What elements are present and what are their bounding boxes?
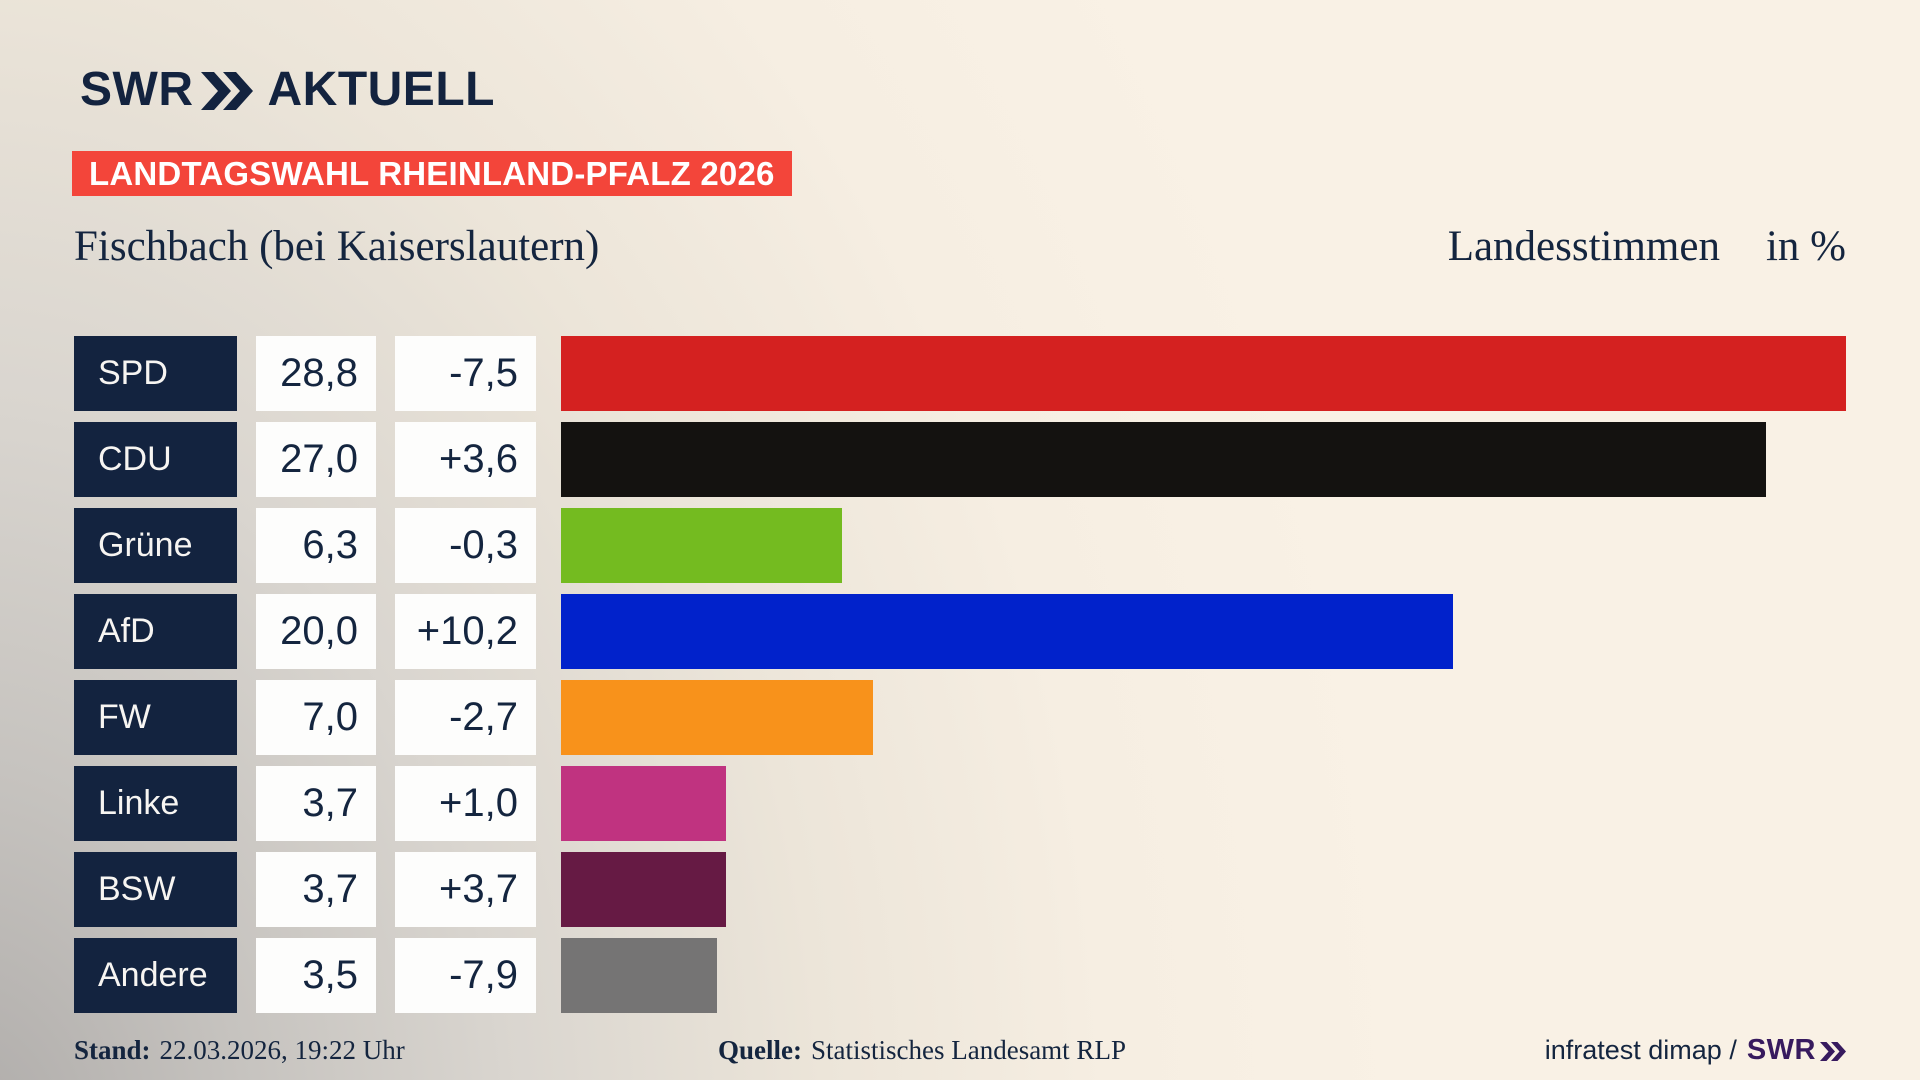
delta-cell: +3,6: [395, 422, 536, 497]
bar-track: [561, 508, 1846, 583]
vote-type-label: Landesstimmen: [1447, 223, 1720, 270]
result-bar: [561, 594, 1454, 669]
stand-info: Stand: 22.03.2026, 19:22 Uhr: [74, 1030, 405, 1070]
party-label: BSW: [74, 852, 237, 927]
logo-swr-text: SWR: [80, 63, 194, 116]
value-cell: 20,0: [256, 594, 376, 669]
table-row: Linke 3,7 +1,0: [74, 766, 1846, 841]
unit-label: in %: [1765, 223, 1846, 270]
delta-cell: -7,9: [395, 938, 536, 1013]
right-title: Landesstimmen in %: [1448, 222, 1846, 271]
source-value: Statistisches Landesamt RLP: [810, 1034, 1126, 1065]
result-bar: [561, 852, 727, 927]
source-info: Quelle: Statistisches Landesamt RLP: [718, 1030, 1126, 1070]
credit-info: infratest dimap / SWR: [1545, 1030, 1846, 1070]
party-label: SPD: [74, 336, 237, 411]
value-cell: 3,5: [256, 938, 376, 1013]
title-bar: Fischbach (bei Kaiserslautern) Landessti…: [74, 222, 1846, 271]
delta-cell: +3,7: [395, 852, 536, 927]
value-cell: 3,7: [256, 766, 376, 841]
bar-track: [561, 766, 1846, 841]
bar-track: [561, 680, 1846, 755]
footer: Stand: 22.03.2026, 19:22 Uhr Quelle: Sta…: [74, 1030, 1846, 1070]
value-cell: 6,3: [256, 508, 376, 583]
election-badge: LANDTAGSWAHL RHEINLAND-PFALZ 2026: [72, 151, 792, 196]
value-cell: 7,0: [256, 680, 376, 755]
result-bar: [561, 938, 718, 1013]
credit-brand: SWR: [1746, 1033, 1816, 1066]
table-row: AfD 20,0 +10,2: [74, 594, 1846, 669]
result-bar: [561, 680, 874, 755]
credit-text: infratest dimap /: [1544, 1034, 1737, 1065]
value-cell: 3,7: [256, 852, 376, 927]
result-bar: [561, 508, 843, 583]
result-bar: [561, 422, 1766, 497]
bar-track: [561, 938, 1846, 1013]
bar-track: [561, 336, 1846, 411]
stand-value: 22.03.2026, 19:22 Uhr: [159, 1034, 405, 1065]
party-label: Linke: [74, 766, 237, 841]
party-label: Andere: [74, 938, 237, 1013]
delta-cell: -2,7: [395, 680, 536, 755]
source-label: Quelle:: [718, 1034, 802, 1065]
table-row: SPD 28,8 -7,5: [74, 336, 1846, 411]
bar-track: [561, 594, 1846, 669]
table-row: CDU 27,0 +3,6: [74, 422, 1846, 497]
party-label: FW: [74, 680, 237, 755]
logo-aktuell-text: AKTUELL: [267, 63, 495, 116]
table-row: BSW 3,7 +3,7: [74, 852, 1846, 927]
result-bar: [561, 336, 1846, 411]
swr-aktuell-logo: SWR AKTUELL: [80, 62, 495, 117]
bar-track: [561, 422, 1846, 497]
value-cell: 27,0: [256, 422, 376, 497]
delta-cell: +10,2: [395, 594, 536, 669]
value-cell: 28,8: [256, 336, 376, 411]
credit-double-chevron-icon: [1820, 1042, 1846, 1061]
party-label: Grüne: [74, 508, 237, 583]
delta-cell: -7,5: [395, 336, 536, 411]
party-label: AfD: [74, 594, 237, 669]
table-row: Grüne 6,3 -0,3: [74, 508, 1846, 583]
table-row: FW 7,0 -2,7: [74, 680, 1846, 755]
delta-cell: +1,0: [395, 766, 536, 841]
table-row: Andere 3,5 -7,9: [74, 938, 1846, 1013]
double-chevron-icon: [201, 71, 254, 110]
result-bar: [561, 766, 727, 841]
page-title: Fischbach (bei Kaiserslautern): [74, 223, 600, 270]
results-table: SPD 28,8 -7,5 CDU 27,0 +3,6 Grüne 6,3 -0…: [74, 336, 1846, 1024]
delta-cell: -0,3: [395, 508, 536, 583]
stand-label: Stand:: [74, 1034, 151, 1065]
bar-track: [561, 852, 1846, 927]
party-label: CDU: [74, 422, 237, 497]
